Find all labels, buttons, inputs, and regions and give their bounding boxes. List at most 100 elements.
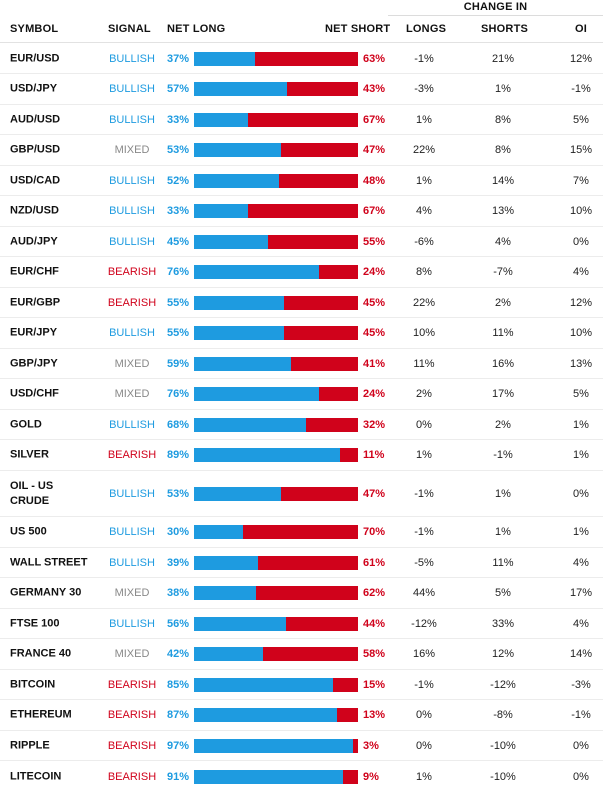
shorts-change-cell: 8% [495,113,511,126]
net-short-value: 24% [363,266,386,278]
oi-change-cell: 1% [573,418,589,431]
table-row[interactable]: GBP/USD MIXED 53% 47% 22% 8% 15% [0,135,603,166]
oi-change-cell: 12% [569,52,593,65]
net-long-value: 37% [167,52,190,65]
table-row[interactable]: GBP/JPY MIXED 59% 41% 11% 16% 13% [0,349,603,379]
table-row[interactable]: NZD/USD BULLISH 33% 67% 4% 13% 10% [0,196,603,227]
symbol-cell[interactable]: LITECOIN [10,770,62,782]
symbol-cell[interactable]: BITCOIN [10,678,56,690]
net-short-value: 47% [363,144,386,156]
net-short-value: 43% [363,83,386,95]
net-long-value: 30% [167,526,190,538]
table-row[interactable]: FTSE 100 BULLISH 56% 44% -12% 33% 4% [0,609,603,639]
symbol-column-header[interactable]: SYMBOL [10,23,59,35]
longs-column-header[interactable]: LONGS [406,23,447,35]
table-row[interactable]: GOLD BULLISH 68% 32% 0% 2% 1% [0,410,603,440]
symbol-cell[interactable]: GBP/USD [10,143,61,156]
symbol-cell[interactable]: NZD/USD [10,204,59,217]
longs-change-cell: 4% [416,205,432,217]
net-long-value: 39% [167,556,190,569]
signal-column-header[interactable]: SIGNAL [108,23,151,35]
symbol-cell[interactable]: ETHEREUM [10,708,72,721]
table-row[interactable]: AUD/USD BULLISH 33% 67% 1% 8% 5% [0,105,603,135]
longs-change-cell: 1% [416,449,432,461]
table-row[interactable]: USD/JPY BULLISH 57% 43% -3% 1% -1% [0,74,603,105]
symbol-cell[interactable]: USD/CHF [10,387,59,400]
shorts-change-cell: 4% [495,235,511,248]
table-row[interactable]: ETHEREUM BEARISH 87% 13% 0% -8% -1% [0,700,603,731]
table-row[interactable]: EUR/GBP BEARISH 55% 45% 22% 2% 12% [0,288,603,318]
signal-cell: MIXED [114,587,150,599]
table-row[interactable]: USD/CAD BULLISH 52% 48% 1% 14% 7% [0,166,603,196]
sentiment-bar [194,326,358,340]
symbol-cell[interactable]: AUD/JPY [10,235,58,247]
symbol-cell[interactable]: USD/JPY [10,82,58,95]
table-row[interactable]: GERMANY 30 MIXED 38% 62% 44% 5% 17% [0,578,603,609]
shorts-column-header[interactable]: SHORTS [481,23,529,35]
signal-cell: MIXED [114,357,150,370]
oi-column-header[interactable]: OI [575,23,588,35]
table-row[interactable]: USD/CHF MIXED 76% 24% 2% 17% 5% [0,379,603,410]
net-long-value: 68% [167,418,190,431]
symbol-cell[interactable]: EUR/GBP [10,296,61,308]
net-long-value: 55% [167,296,190,309]
symbol-cell[interactable]: WALL STREET [10,556,88,568]
net-long-bar-fill [194,356,291,371]
signal-cell: BULLISH [109,83,155,95]
table-row[interactable]: AUD/JPY BULLISH 45% 55% -6% 4% 0% [0,227,603,257]
table-row[interactable]: EUR/JPY BULLISH 55% 45% 10% 11% 10% [0,318,603,349]
symbol-cell[interactable]: US 500 [10,525,47,538]
sentiment-bar [194,616,358,631]
table-row[interactable]: RIPPLE BEARISH 97% 3% 0% -10% 0% [0,731,603,761]
table-row[interactable]: EUR/CHF BEARISH 76% 24% 8% -7% 4% [0,257,603,288]
table-row[interactable]: SILVER BEARISH 89% 11% 1% -1% 1% [0,440,603,471]
sentiment-bar [194,51,358,66]
symbol-cell[interactable]: EUR/USD [10,52,60,64]
table-row[interactable]: EUR/USD BULLISH 37% 63% -1% 21% 12% [0,44,603,74]
shorts-change-cell: 2% [495,296,511,309]
table-header: SYMBOL SIGNAL NET LONG NET SHORT LONGS S… [0,16,603,43]
symbol-cell[interactable]: RIPPLE [10,739,50,751]
longs-change-cell: -6% [414,235,434,248]
oi-change-cell: 4% [573,556,589,569]
symbol-cell[interactable]: SILVER [10,448,49,461]
shorts-change-cell: 13% [491,205,515,217]
net-long-bar-fill [194,769,344,784]
table-row[interactable]: LITECOIN BEARISH 91% 9% 1% -10% 0% [0,761,603,792]
table-row[interactable]: OIL - US CRUDE BULLISH 53% 47% -1% 1% 0% [0,471,603,517]
table-row[interactable]: FRANCE 40 MIXED 42% 58% 16% 12% 14% [0,639,603,670]
net-short-column-header[interactable]: NET SHORT [325,23,391,35]
net-long-bar-fill [194,525,244,539]
symbol-cell[interactable]: GERMANY 30 [10,586,82,599]
net-short-value: 11% [363,449,385,461]
table-row[interactable]: US 500 BULLISH 30% 70% -1% 1% 1% [0,517,603,548]
shorts-change-cell: 5% [495,587,511,599]
symbol-cell[interactable]: GOLD [10,418,42,430]
net-short-value: 41% [363,357,386,370]
oi-change-cell: 0% [573,739,589,752]
symbol-cell[interactable]: OIL - US CRUDE [10,479,54,507]
symbol-cell[interactable]: FRANCE 40 [10,647,72,660]
table-row[interactable]: BITCOIN BEARISH 85% 15% -1% -12% -3% [0,670,603,700]
table-row[interactable]: WALL STREET BULLISH 39% 61% -5% 11% 4% [0,548,603,578]
signal-cell: BEARISH [107,770,157,783]
oi-change-cell: 4% [573,617,589,630]
sentiment-bar [194,677,358,692]
net-short-value: 58% [363,648,386,660]
net-long-value: 42% [167,648,190,660]
longs-change-cell: 0% [416,709,432,721]
net-short-value: 32% [363,418,386,431]
net-long-column-header[interactable]: NET LONG [167,23,226,35]
net-long-bar-fill [194,143,281,157]
symbol-cell[interactable]: GBP/JPY [10,357,58,369]
net-long-bar-fill [194,295,285,310]
symbol-cell[interactable]: AUD/USD [10,113,61,125]
net-short-value: 24% [363,388,386,400]
net-long-value: 53% [167,144,190,156]
sentiment-bar [194,738,358,753]
symbol-cell[interactable]: EUR/JPY [10,326,58,339]
symbol-cell[interactable]: FTSE 100 [10,617,60,629]
symbol-cell[interactable]: USD/CAD [10,174,61,186]
symbol-cell[interactable]: EUR/CHF [10,265,59,278]
signal-cell: BULLISH [109,418,155,431]
